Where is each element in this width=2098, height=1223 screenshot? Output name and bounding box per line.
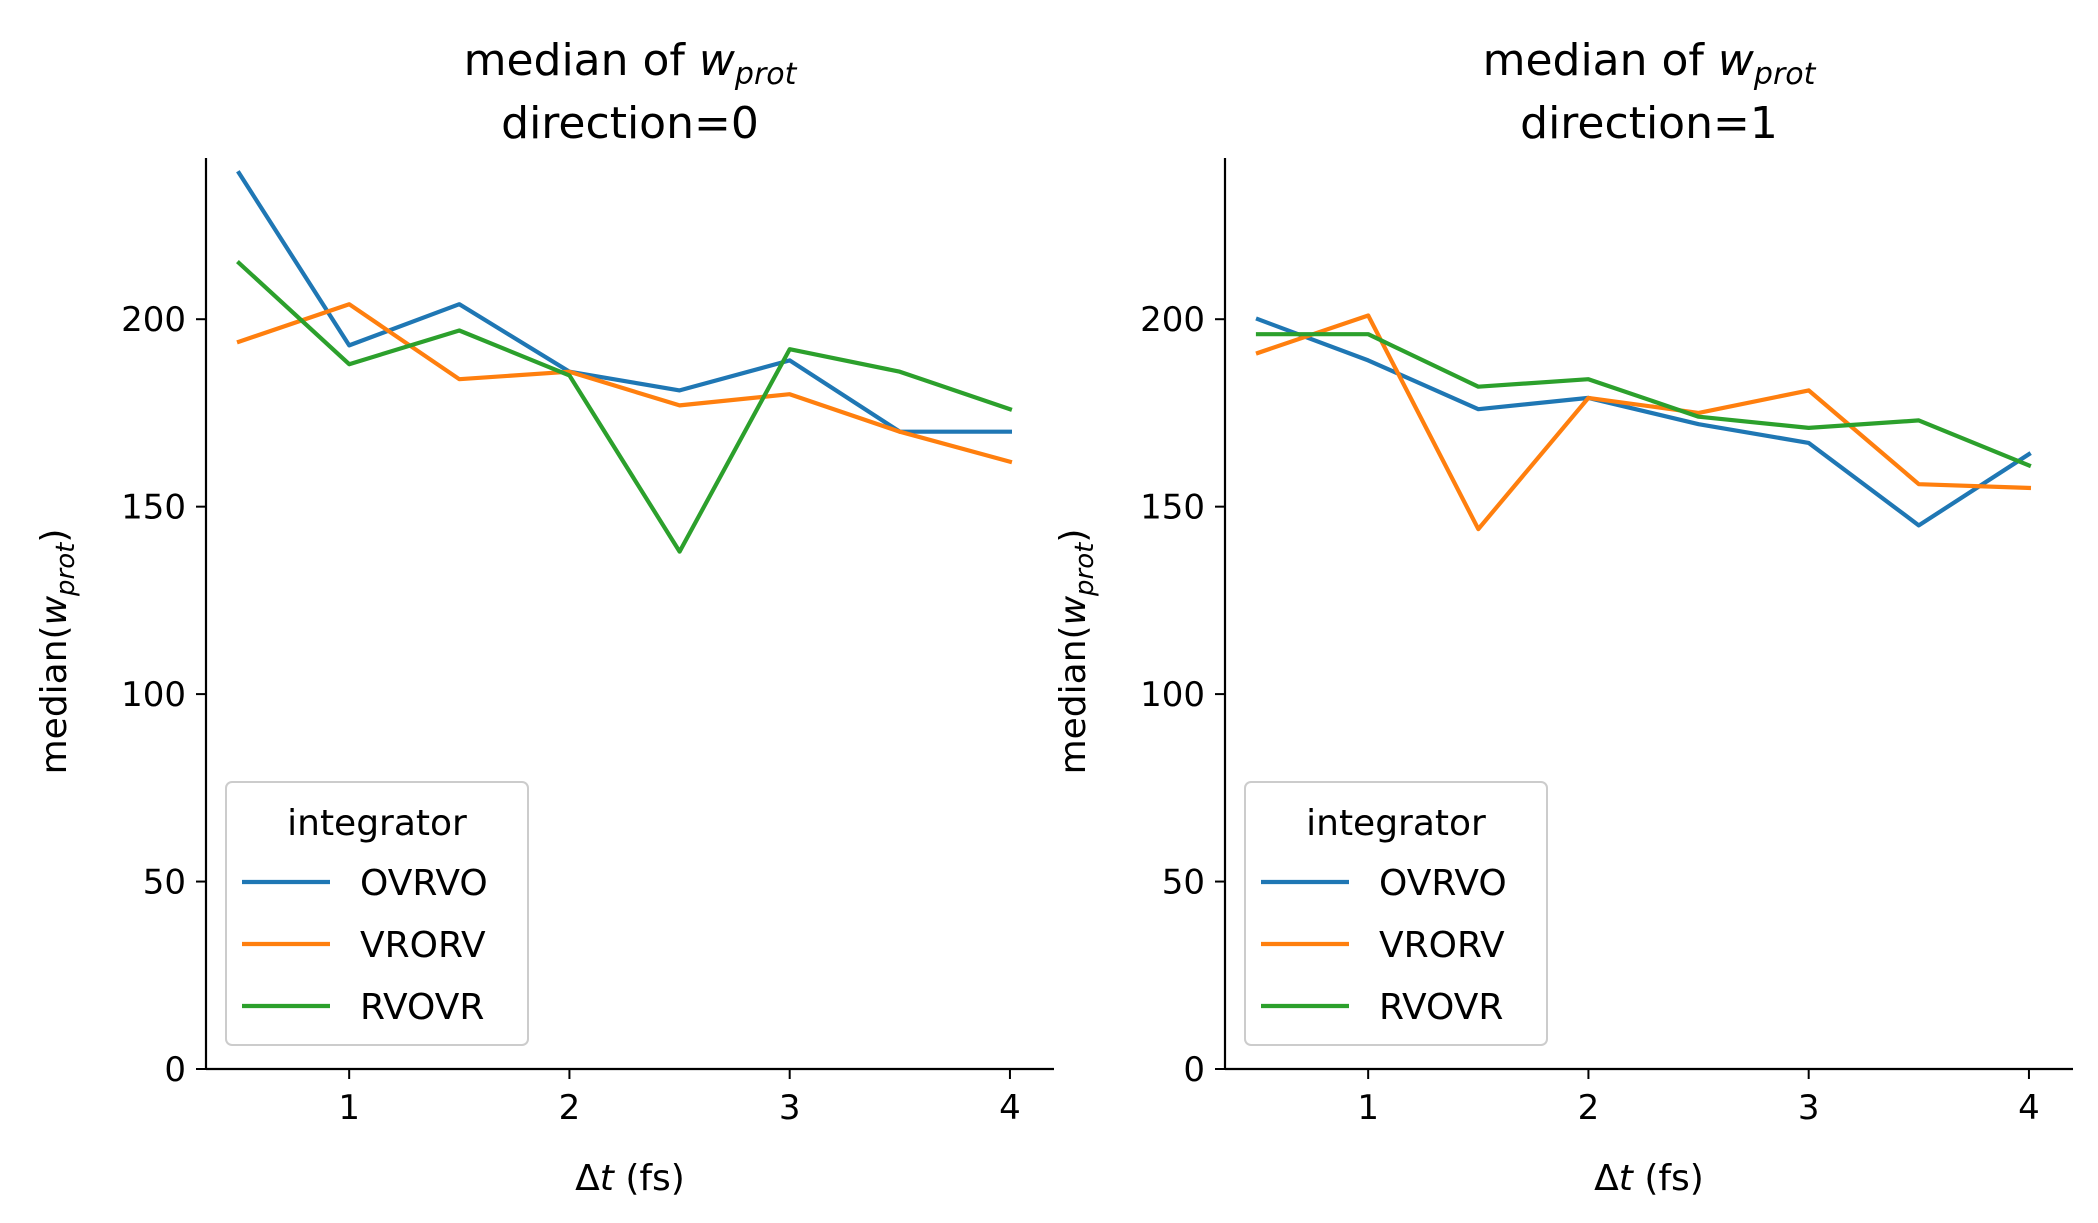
series-line-vrorv [1255, 313, 2032, 532]
chart-panel-1: median of wprot direction=1 1 2 3 4 0 50 100 150 2… [1053, 35, 2073, 1199]
x-tick-label: 3 [1798, 1088, 1820, 1128]
x-tick-label: 1 [338, 1088, 360, 1128]
x-tick-label: 2 [1578, 1088, 1600, 1128]
x-tick-label: 2 [559, 1088, 581, 1128]
legend: integrator OVRVO VRORV RVOVR [1244, 781, 1548, 1046]
chart-subtitle: direction=0 [501, 98, 759, 149]
series-line-vrorv [236, 302, 1013, 465]
x-tick-label: 3 [779, 1088, 801, 1128]
y-tick-label: 0 [1183, 1050, 1205, 1090]
y-tick-label: 150 [121, 488, 186, 528]
y-tick-label: 0 [164, 1050, 186, 1090]
y-tick-label: 100 [121, 675, 186, 715]
y-tick-label: 200 [121, 300, 186, 340]
y-axis-label: median(wprot) [34, 529, 81, 775]
legend-label-rvovr: RVOVR [1379, 987, 1503, 1028]
y-tick-label: 150 [1140, 488, 1205, 528]
y-tick-label: 100 [1140, 675, 1205, 715]
legend-label-ovrvo: OVRVO [1379, 863, 1507, 904]
series-line-rvovr [236, 260, 1013, 554]
y-tick-label: 50 [1162, 863, 1205, 903]
legend-box [225, 781, 529, 1046]
x-tick-label: 4 [999, 1088, 1021, 1128]
series-line-rvovr [1255, 332, 2032, 469]
chart-panel-0: median of wprot direction=0 1 2 3 4 0 50 100 150 2… [34, 35, 1054, 1199]
y-axis-label: median(wprot) [1053, 529, 1100, 775]
legend-title: integrator [287, 803, 467, 844]
x-tick-label: 4 [2018, 1088, 2040, 1128]
chart-subtitle: direction=1 [1520, 98, 1778, 149]
legend-label-vrorv: VRORV [360, 925, 486, 966]
x-axis-label: Δt (fs) [1594, 1158, 1704, 1199]
legend-title: integrator [1306, 803, 1486, 844]
legend: integrator OVRVO VRORV RVOVR [225, 781, 529, 1046]
series-line-ovrvo [236, 170, 1013, 434]
legend-label-vrorv: VRORV [1379, 925, 1505, 966]
y-tick-label: 200 [1140, 300, 1205, 340]
x-axis-label: Δt (fs) [575, 1158, 685, 1199]
legend-box [1244, 781, 1548, 1046]
series-line-ovrvo [1255, 316, 2032, 528]
chart-title: median of wprot [464, 35, 798, 92]
legend-label-rvovr: RVOVR [360, 987, 484, 1028]
x-tick-label: 1 [1357, 1088, 1379, 1128]
legend-label-ovrvo: OVRVO [360, 863, 488, 904]
chart-title: median of wprot [1483, 35, 1817, 92]
y-tick-label: 50 [143, 863, 186, 903]
